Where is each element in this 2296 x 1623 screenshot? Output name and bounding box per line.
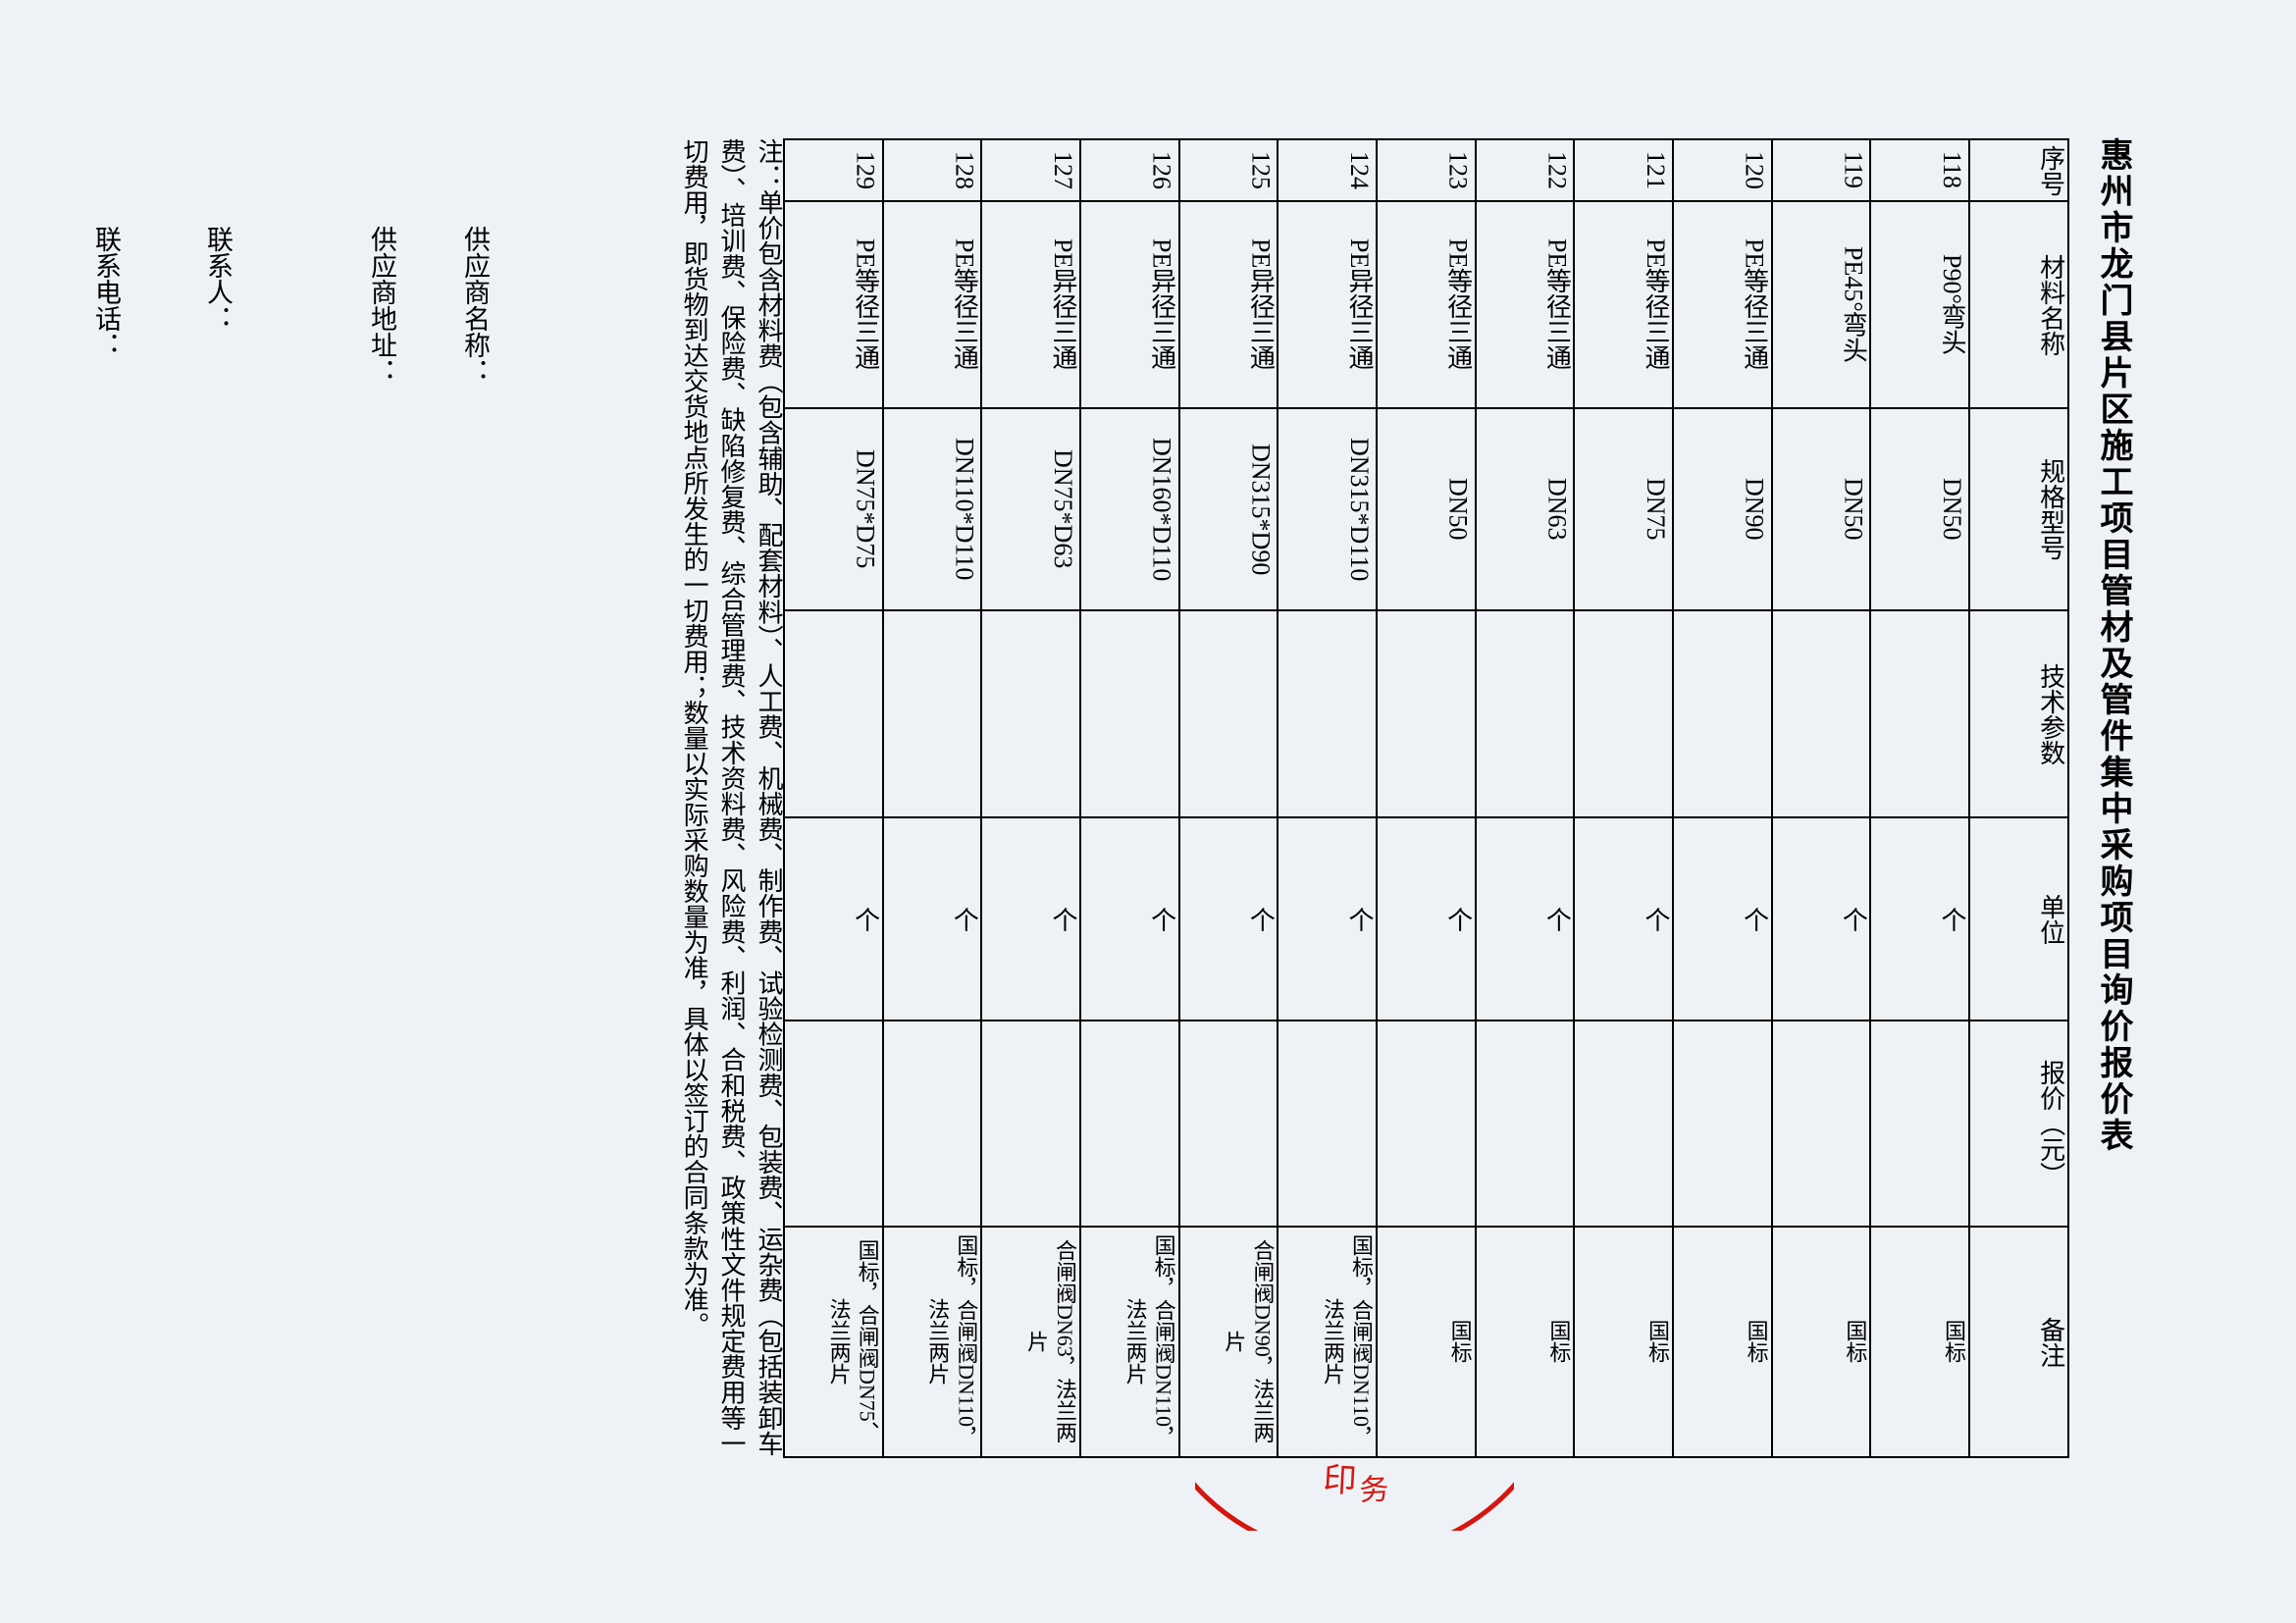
svg-text:务: 务: [1359, 1473, 1390, 1507]
svg-text:印: 印: [1323, 1461, 1358, 1500]
